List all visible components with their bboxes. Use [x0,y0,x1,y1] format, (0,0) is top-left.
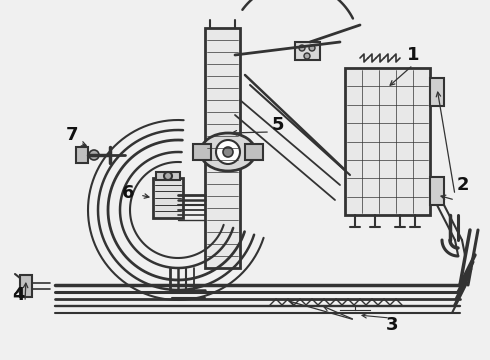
Bar [76,147,88,163]
Ellipse shape [200,133,255,171]
Circle shape [309,45,315,51]
Text: 1: 1 [407,46,419,64]
Bar [153,178,183,218]
Bar [430,177,444,205]
Text: 6: 6 [122,184,134,202]
Circle shape [89,150,99,160]
Circle shape [299,45,305,51]
Circle shape [223,147,233,157]
Bar [193,144,211,160]
Text: 3: 3 [386,316,398,334]
Text: 5: 5 [272,116,284,134]
Bar [205,28,240,268]
Bar [295,42,320,60]
Circle shape [304,53,310,59]
Text: 4: 4 [12,286,24,304]
Text: 7: 7 [66,126,78,144]
Bar [245,144,263,160]
Bar [156,172,180,180]
Circle shape [164,172,172,180]
Circle shape [216,140,240,164]
Text: 2: 2 [457,176,469,194]
Bar [430,78,444,106]
Bar [20,275,32,297]
Bar [345,68,430,215]
